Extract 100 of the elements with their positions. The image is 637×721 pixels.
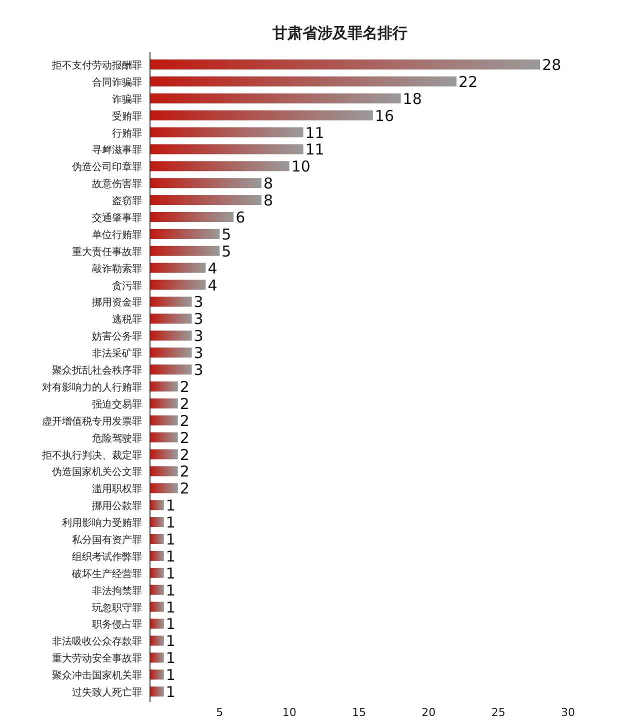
y-tick-label: 非法吸收公众存款罪 — [52, 636, 142, 648]
data-label: 2 — [180, 446, 190, 464]
bar — [150, 602, 164, 612]
y-tick-label: 伪造国家机关公文罪 — [52, 466, 142, 478]
data-label: 11 — [305, 140, 324, 159]
data-label: 18 — [402, 90, 422, 108]
data-label: 2 — [180, 462, 190, 481]
data-label: 1 — [166, 632, 176, 650]
bar — [150, 161, 290, 172]
bar — [150, 246, 220, 256]
x-tick-label: 30 — [561, 706, 575, 719]
bar — [150, 618, 164, 629]
y-tick-label: 贪污罪 — [112, 280, 142, 292]
x-tick-label: 5 — [216, 706, 224, 719]
y-tick-label: 私分国有资产罪 — [72, 534, 142, 546]
y-tick-label: 盗窃罪 — [112, 195, 142, 208]
bar — [150, 212, 234, 222]
data-label: 4 — [208, 259, 218, 278]
y-tick-label: 交通肇事罪 — [92, 212, 142, 224]
data-label: 1 — [166, 581, 176, 600]
data-label: 4 — [208, 276, 218, 294]
bar — [150, 127, 304, 138]
bar — [150, 348, 192, 358]
y-tick-label: 拒不执行判决、裁定罪 — [41, 449, 142, 462]
y-tick-label: 非法采矿罪 — [92, 348, 142, 360]
data-label: 1 — [166, 598, 176, 616]
bar — [150, 76, 457, 86]
y-tick-label: 妨害公务罪 — [92, 330, 142, 343]
data-label: 5 — [222, 242, 232, 260]
y-tick-label: 行贿罪 — [112, 128, 142, 140]
bar — [150, 670, 164, 680]
bar — [150, 550, 164, 561]
data-label: 16 — [374, 106, 394, 125]
y-tick-label: 过失致人死亡罪 — [72, 686, 142, 699]
y-tick-label: 聚众冲击国家机关罪 — [52, 670, 142, 682]
bar — [150, 144, 304, 154]
y-tick-label: 挪用公款罪 — [92, 500, 142, 512]
bar — [150, 381, 178, 392]
data-label: 3 — [194, 310, 204, 328]
data-label: 1 — [166, 547, 176, 566]
y-tick-label: 敲诈勒索罪 — [92, 262, 142, 275]
chart-title: 甘肃省涉及罪名排行 — [272, 24, 408, 42]
bar — [150, 483, 178, 494]
data-label: 8 — [263, 174, 274, 193]
bar — [150, 449, 178, 460]
data-label: 3 — [194, 327, 204, 346]
bar — [150, 228, 220, 239]
bar — [150, 686, 164, 697]
bar — [150, 110, 373, 120]
y-tick-label: 聚众扰乱社会秩序罪 — [52, 364, 142, 377]
y-tick-label: 非法拘禁罪 — [92, 584, 142, 597]
bar — [150, 93, 401, 104]
y-tick-label: 挪用资金罪 — [92, 296, 142, 309]
y-tick-label: 逃税罪 — [112, 314, 142, 326]
data-label: 1 — [166, 564, 176, 582]
data-label: 10 — [291, 158, 310, 176]
x-tick-label: 20 — [422, 706, 436, 719]
x-tick-label: 15 — [352, 706, 366, 719]
y-tick-label: 故意伤害罪 — [92, 178, 142, 190]
y-tick-label: 玩忽职守罪 — [92, 602, 142, 614]
y-tick-label: 职务侵占罪 — [92, 618, 142, 631]
y-tick-label: 伪造公司印章罪 — [72, 161, 142, 174]
bar — [150, 636, 164, 646]
y-tick-label: 利用影响力受贿罪 — [62, 517, 142, 530]
data-label: 1 — [166, 496, 176, 515]
bar — [150, 262, 206, 273]
y-tick-label: 受贿罪 — [112, 110, 142, 122]
data-label: 6 — [236, 208, 246, 226]
data-label: 11 — [305, 124, 324, 142]
bar — [150, 432, 178, 442]
bar — [150, 195, 262, 206]
y-tick-label: 虚开增值税专用发票罪 — [42, 415, 142, 428]
data-label: 1 — [166, 683, 176, 702]
y-tick-label: 拒不支付劳动报酬罪 — [51, 59, 142, 72]
bar — [150, 178, 262, 188]
data-label: 2 — [180, 412, 190, 430]
bar — [150, 296, 192, 307]
data-label: 1 — [166, 530, 176, 548]
y-tick-label: 合同诈骗罪 — [92, 76, 142, 88]
y-tick-label: 破坏生产经营罪 — [71, 568, 142, 580]
data-label: 3 — [194, 293, 204, 312]
bar — [150, 398, 178, 408]
data-label: 2 — [180, 378, 190, 396]
data-label: 3 — [194, 361, 204, 380]
data-label: 22 — [458, 72, 478, 91]
x-tick-label: 10 — [282, 706, 296, 719]
bar — [150, 59, 540, 70]
data-label: 1 — [166, 649, 176, 668]
data-label: 1 — [166, 666, 176, 684]
bar — [150, 500, 164, 510]
bar — [150, 330, 192, 341]
bar — [150, 652, 164, 663]
y-tick-label: 单位行贿罪 — [92, 228, 142, 241]
data-label: 1 — [166, 615, 176, 634]
bar — [150, 466, 178, 476]
bar — [150, 314, 192, 324]
y-tick-label: 重大劳动安全事故罪 — [52, 652, 142, 665]
data-label: 2 — [180, 428, 190, 447]
y-tick-label: 对有影响力的人行贿罪 — [42, 381, 142, 394]
data-label: 2 — [180, 480, 190, 498]
